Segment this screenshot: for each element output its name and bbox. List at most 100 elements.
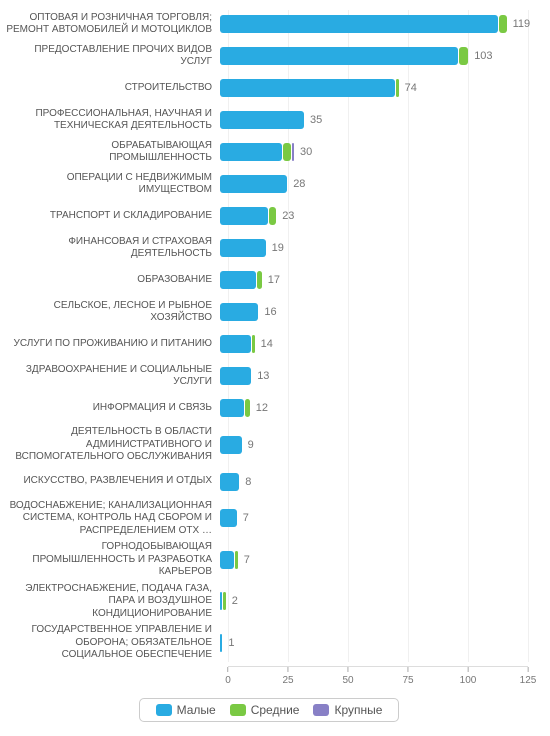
value-label: 17 — [268, 274, 280, 286]
tick-label: 100 — [460, 675, 477, 686]
bar-stack: 35 — [220, 111, 322, 129]
value-label: 103 — [474, 50, 492, 62]
bar-cell: 103 — [220, 47, 532, 65]
bar-segment-small — [220, 509, 237, 527]
bar-segment-medium — [257, 271, 262, 289]
category-label: ОПЕРАЦИИ С НЕДВИЖИМЫМ ИМУЩЕСТВОМ — [6, 172, 220, 197]
bar-cell: 23 — [220, 207, 532, 225]
tick-line — [348, 667, 349, 672]
tick-label: 125 — [520, 675, 537, 686]
bar-segment-small — [220, 551, 234, 569]
legend-swatch — [313, 704, 329, 716]
legend-label: Малые — [177, 703, 216, 717]
value-label: 2 — [232, 595, 238, 607]
legend-label: Средние — [251, 703, 300, 717]
bar-row: ПРЕДОСТАВЛЕНИЕ ПРОЧИХ ВИДОВ УСЛУГ103 — [6, 42, 532, 70]
bar-row: ОПЕРАЦИИ С НЕДВИЖИМЫМ ИМУЩЕСТВОМ 28 — [6, 170, 532, 198]
bar-row: ОБРАБАТЫВАЮЩАЯ ПРОМЫШЛЕННОСТЬ30 — [6, 138, 532, 166]
tick-line — [228, 667, 229, 672]
category-label: ВОДОСНАБЖЕНИЕ; КАНАЛИЗАЦИОННАЯ СИСТЕМА, … — [6, 500, 220, 538]
bar-segment-small — [220, 436, 242, 454]
category-label: СЕЛЬСКОЕ, ЛЕСНОЕ И РЫБНОЕ ХОЗЯЙСТВО — [6, 300, 220, 325]
tick-label: 0 — [225, 675, 231, 686]
category-label: ЭЛЕКТРОСНАБЖЕНИЕ, ПОДАЧА ГАЗА, ПАРА И ВО… — [6, 583, 220, 621]
bar-row: ЭЛЕКТРОСНАБЖЕНИЕ, ПОДАЧА ГАЗА, ПАРА И ВО… — [6, 583, 532, 621]
value-label: 35 — [310, 114, 322, 126]
bar-segment-medium — [252, 335, 254, 353]
value-label: 19 — [272, 242, 284, 254]
tick-line — [528, 667, 529, 672]
legend-item-small: Малые — [156, 703, 216, 717]
bar-cell: 16 — [220, 303, 532, 321]
plot-area: ОПТОВАЯ И РОЗНИЧНАЯ ТОРГОВЛЯ; РЕМОНТ АВТ… — [6, 10, 532, 692]
bar-cell: 17 — [220, 271, 532, 289]
value-label: 30 — [300, 146, 312, 158]
value-label: 16 — [264, 306, 276, 318]
bar-stack: 7 — [220, 509, 249, 527]
bar-segment-small — [220, 399, 244, 417]
value-label: 9 — [248, 439, 254, 451]
legend-swatch — [230, 704, 246, 716]
bar-stack: 9 — [220, 436, 254, 454]
category-label: ОБРАЗОВАНИЕ — [6, 274, 220, 287]
bar-cell: 14 — [220, 335, 532, 353]
bar-segment-small — [220, 47, 458, 65]
bar-cell: 1 — [220, 634, 532, 652]
bar-cell: 8 — [220, 473, 532, 491]
bar-row: ВОДОСНАБЖЕНИЕ; КАНАЛИЗАЦИОННАЯ СИСТЕМА, … — [6, 500, 532, 538]
bar-row: ОБРАЗОВАНИЕ 17 — [6, 266, 532, 294]
bar-stack: 30 — [220, 143, 312, 161]
value-label: 8 — [245, 476, 251, 488]
category-label: ГОРНОДОБЫВАЮЩАЯ ПРОМЫШЛЕННОСТЬ И РАЗРАБО… — [6, 541, 220, 579]
category-label: ОПТОВАЯ И РОЗНИЧНАЯ ТОРГОВЛЯ; РЕМОНТ АВТ… — [6, 12, 220, 37]
bar-stack: 17 — [220, 271, 280, 289]
category-label: ИСКУССТВО, РАЗВЛЕЧЕНИЯ И ОТДЫХ — [6, 475, 220, 488]
bar-row: ИСКУССТВО, РАЗВЛЕЧЕНИЯ И ОТДЫХ 8 — [6, 468, 532, 496]
bar-segment-medium — [459, 47, 469, 65]
legend-label: Крупные — [334, 703, 382, 717]
bar-stack: 16 — [220, 303, 277, 321]
bar-segment-small — [220, 335, 251, 353]
bar-segment-small — [220, 473, 239, 491]
bar-row: ТРАНСПОРТ И СКЛАДИРОВАНИЕ23 — [6, 202, 532, 230]
bar-cell: 9 — [220, 436, 532, 454]
bar-stack: 19 — [220, 239, 284, 257]
bar-cell: 7 — [220, 551, 532, 569]
bar-stack: 8 — [220, 473, 251, 491]
bar-stack: 103 — [220, 47, 493, 65]
legend-item-large: Крупные — [313, 703, 382, 717]
tick-line — [468, 667, 469, 672]
legend-item-medium: Средние — [230, 703, 300, 717]
x-tick: 75 — [402, 667, 413, 686]
x-tick: 25 — [282, 667, 293, 686]
bar-segment-small — [220, 592, 222, 610]
bar-stack: 13 — [220, 367, 269, 385]
bar-row: ФИНАНСОВАЯ И СТРАХОВАЯ ДЕЯТЕЛЬНОСТЬ19 — [6, 234, 532, 262]
category-label: ПРОФЕССИОНАЛЬНАЯ, НАУЧНАЯ И ТЕХНИЧЕСКАЯ … — [6, 108, 220, 133]
bar-row: ЗДРАВООХРАНЕНИЕ И СОЦИАЛЬНЫЕ УСЛУГИ13 — [6, 362, 532, 390]
bar-segment-small — [220, 271, 256, 289]
bar-segment-medium — [283, 143, 290, 161]
value-label: 7 — [243, 512, 249, 524]
value-label: 1 — [228, 637, 234, 649]
category-label: ГОСУДАРСТВЕННОЕ УПРАВЛЕНИЕ И ОБОРОНА; ОБ… — [6, 624, 220, 662]
bar-segment-small — [220, 239, 266, 257]
legend-swatch — [156, 704, 172, 716]
legend: Малые Средние Крупные — [139, 698, 400, 722]
value-label: 28 — [293, 178, 305, 190]
category-label: СТРОИТЕЛЬСТВО — [6, 82, 220, 95]
bar-row: СЕЛЬСКОЕ, ЛЕСНОЕ И РЫБНОЕ ХОЗЯЙСТВО 16 — [6, 298, 532, 326]
value-label: 119 — [513, 18, 531, 30]
bar-segment-small — [220, 111, 304, 129]
bar-segment-small — [220, 175, 287, 193]
chart-container: ОПТОВАЯ И РОЗНИЧНАЯ ТОРГОВЛЯ; РЕМОНТ АВТ… — [0, 0, 550, 736]
bar-stack: 7 — [220, 551, 250, 569]
bar-row: СТРОИТЕЛЬСТВО74 — [6, 74, 532, 102]
value-label: 13 — [257, 370, 269, 382]
tick-label: 25 — [282, 675, 293, 686]
bar-cell: 12 — [220, 399, 532, 417]
bar-segment-medium — [223, 592, 225, 610]
bar-row: УСЛУГИ ПО ПРОЖИВАНИЮ И ПИТАНИЮ14 — [6, 330, 532, 358]
bar-segment-small — [220, 143, 282, 161]
bar-cell: 119 — [220, 15, 532, 33]
